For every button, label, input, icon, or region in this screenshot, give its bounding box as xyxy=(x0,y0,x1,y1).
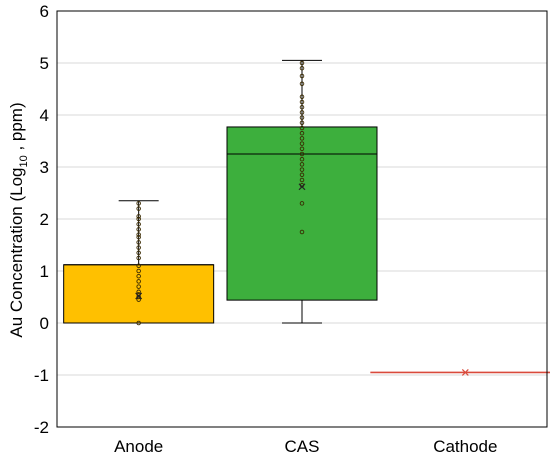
mean-marker-stroke xyxy=(135,292,143,300)
data-point xyxy=(136,279,141,284)
data-point xyxy=(136,240,141,245)
y-tick-label: 2 xyxy=(40,210,49,229)
data-point xyxy=(299,229,305,235)
y-axis-title-main: Au Concentration (Log xyxy=(7,168,26,338)
data-point xyxy=(299,167,305,172)
data-point xyxy=(136,214,141,219)
data-point xyxy=(136,227,141,232)
box-body xyxy=(226,126,378,301)
data-point xyxy=(299,81,305,87)
data-point xyxy=(136,273,141,279)
data-point xyxy=(136,263,141,269)
y-axis-title-tail: , ppm) xyxy=(7,102,26,155)
y-tick-label: -1 xyxy=(34,366,49,385)
data-point xyxy=(136,297,141,302)
mean-marker xyxy=(298,183,306,191)
data-point xyxy=(136,216,141,222)
data-point xyxy=(299,60,305,66)
data-point xyxy=(136,320,141,326)
data-point xyxy=(299,104,305,110)
data-point xyxy=(299,136,305,141)
data-point xyxy=(299,201,305,206)
data-point xyxy=(299,99,305,105)
data-point xyxy=(299,115,305,120)
data-point xyxy=(299,125,305,131)
data-point xyxy=(299,94,305,100)
data-point xyxy=(136,232,141,237)
data-point xyxy=(299,110,305,115)
data-point xyxy=(136,289,141,295)
plot-area-frame xyxy=(56,10,548,428)
data-point xyxy=(299,172,305,178)
data-point xyxy=(136,206,141,211)
y-axis-title: Au Concentration (Log10 , ppm) xyxy=(7,102,30,337)
x-tick-label: Cathode xyxy=(433,437,497,456)
data-point xyxy=(299,141,305,146)
data-point xyxy=(299,177,305,183)
data-point xyxy=(299,65,305,71)
data-point xyxy=(299,130,305,136)
y-axis-title-subscript: 10 xyxy=(18,155,30,167)
data-point xyxy=(136,250,141,256)
mean-marker-stroke xyxy=(298,183,306,191)
y-tick-label: 0 xyxy=(40,314,49,333)
x-axis-ticks: Anode CAS Cathode xyxy=(114,437,497,456)
x-tick-label: CAS xyxy=(285,437,320,456)
data-point xyxy=(136,221,141,227)
data-points xyxy=(135,60,469,376)
mean-marker-stroke xyxy=(461,368,469,376)
data-point xyxy=(136,255,141,261)
data-point xyxy=(299,146,305,152)
data-point xyxy=(136,234,141,240)
data-point xyxy=(136,268,141,274)
data-point xyxy=(299,162,305,167)
y-tick-label: 1 xyxy=(40,262,49,281)
y-tick-label: 3 xyxy=(40,158,49,177)
y-tick-label: -2 xyxy=(34,418,49,437)
data-point xyxy=(136,245,141,250)
mean-marker xyxy=(135,292,143,300)
data-point xyxy=(299,151,305,157)
data-point xyxy=(299,120,305,126)
x-tick-label: Anode xyxy=(114,437,163,456)
data-point xyxy=(136,284,141,289)
y-tick-label: 4 xyxy=(40,106,49,125)
mean-marker xyxy=(461,368,469,376)
y-axis-ticks: -2 -1 0 1 2 3 4 5 6 xyxy=(34,2,49,437)
data-point xyxy=(299,156,305,162)
y-tick-label: 6 xyxy=(40,2,49,21)
y-tick-label: 5 xyxy=(40,54,49,73)
data-point xyxy=(299,73,305,79)
data-point xyxy=(136,201,141,206)
